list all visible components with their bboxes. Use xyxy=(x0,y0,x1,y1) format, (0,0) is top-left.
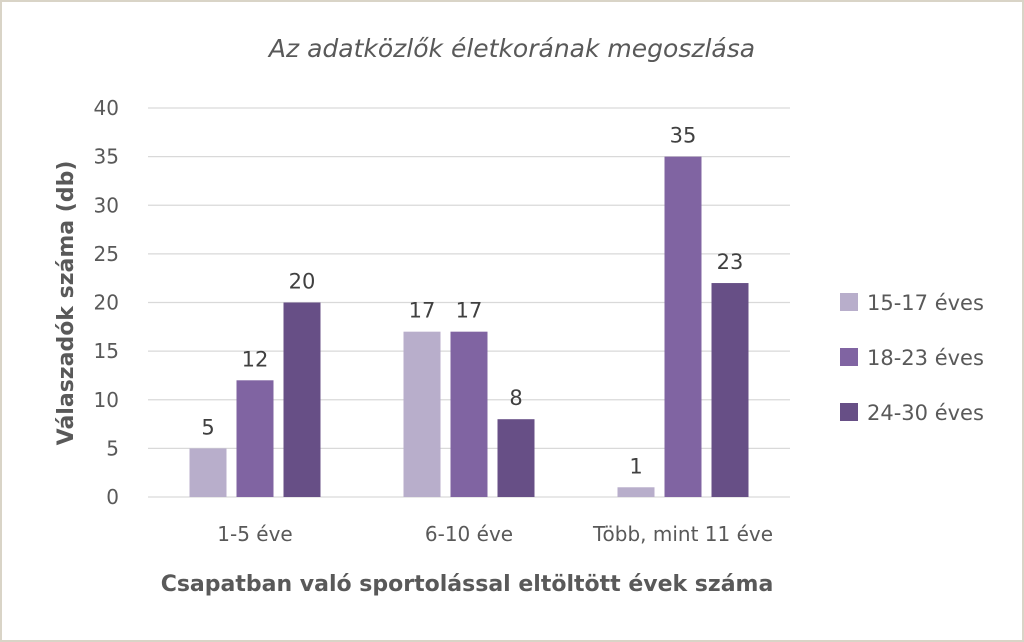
bar xyxy=(189,448,227,497)
data-label: 5 xyxy=(201,415,214,439)
bars xyxy=(189,156,749,497)
chart-title: Az adatközlők életkorának megoszlása xyxy=(267,34,755,63)
bar xyxy=(403,331,441,497)
legend: 15-17 éves 18-23 éves 24-30 éves xyxy=(840,291,984,425)
bar xyxy=(450,331,488,497)
x-axis-categories: 1-5 éve 6-10 éve Több, mint 11 éve xyxy=(217,522,773,546)
bar xyxy=(283,302,321,497)
x-tick-label: 6-10 éve xyxy=(425,522,513,546)
data-label: 35 xyxy=(670,124,697,148)
y-tick-label: 5 xyxy=(106,436,119,460)
bar xyxy=(664,156,702,497)
bar xyxy=(711,283,749,497)
y-axis-title: Válaszadók száma (db) xyxy=(54,161,79,446)
y-tick-label: 25 xyxy=(94,242,119,266)
y-tick-label: 15 xyxy=(94,339,119,363)
data-label: 12 xyxy=(242,347,269,371)
data-label: 8 xyxy=(509,386,522,410)
bar xyxy=(617,487,655,497)
bar xyxy=(497,419,535,497)
legend-swatch xyxy=(840,403,858,421)
data-label: 23 xyxy=(717,250,744,274)
legend-label: 15-17 éves xyxy=(867,291,984,315)
x-tick-label: Több, mint 11 éve xyxy=(592,522,773,546)
y-tick-label: 20 xyxy=(94,291,119,315)
y-tick-label: 35 xyxy=(94,145,119,169)
data-label: 17 xyxy=(409,299,436,323)
data-label: 20 xyxy=(289,270,316,294)
data-labels: 5 12 20 17 17 8 1 35 23 xyxy=(201,124,743,479)
y-tick-label: 30 xyxy=(94,193,119,217)
legend-swatch xyxy=(840,293,858,311)
legend-label: 18-23 éves xyxy=(867,346,984,370)
legend-swatch xyxy=(840,348,858,366)
bar xyxy=(236,380,274,497)
data-label: 17 xyxy=(456,299,483,323)
x-axis-title: Csapatban való sportolással eltöltött év… xyxy=(161,572,774,597)
y-tick-label: 0 xyxy=(106,485,119,509)
x-tick-label: 1-5 éve xyxy=(217,522,292,546)
y-axis-ticks: 0 5 10 15 20 25 30 35 40 xyxy=(94,96,119,509)
y-tick-label: 40 xyxy=(94,96,119,120)
legend-label: 24-30 éves xyxy=(867,401,984,425)
y-tick-label: 10 xyxy=(94,388,119,412)
data-label: 1 xyxy=(629,454,642,478)
